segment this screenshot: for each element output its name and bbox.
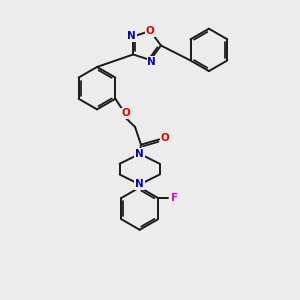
Text: N: N [135,179,144,190]
Text: O: O [161,133,170,143]
Text: N: N [127,32,136,41]
Text: O: O [146,26,155,36]
Text: N: N [135,149,144,159]
Text: O: O [121,109,130,118]
Text: N: N [147,56,156,67]
Text: F: F [171,193,178,203]
